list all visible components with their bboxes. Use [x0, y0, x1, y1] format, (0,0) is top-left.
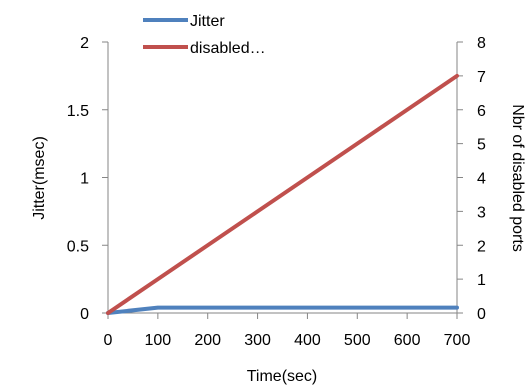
right-y-tick-label: 4: [477, 171, 486, 188]
data-series: [106, 73, 459, 315]
left-y-tick-label: 1.5: [67, 103, 89, 120]
right-y-tick-label: 7: [477, 69, 486, 86]
x-tick-label: 700: [444, 332, 471, 349]
x-tick-label: 300: [244, 332, 271, 349]
left-y-tick-label: 0.5: [67, 238, 89, 255]
x-tick-label: 0: [104, 332, 113, 349]
right-y-tick-label: 5: [477, 137, 486, 154]
x-tick-label: 600: [394, 332, 421, 349]
x-axis-title: Time(sec): [247, 368, 318, 385]
left-y-tick-label: 0: [80, 306, 89, 323]
axes: [107, 42, 458, 314]
legend-label-disabled-ports: disabled…: [190, 40, 266, 57]
left-y-tick-label: 1: [80, 171, 89, 188]
right-y-tick-label: 0: [477, 306, 486, 323]
right-y-axis-title: Nbr of disabled ports: [509, 104, 526, 252]
right-y-tick-label: 8: [477, 35, 486, 52]
series-line-disabled-ports: [106, 73, 459, 315]
left-y-tick-label: 2: [80, 35, 89, 52]
legend-label-jitter: Jitter: [190, 13, 225, 30]
x-tick-label: 500: [344, 332, 371, 349]
x-tick-label: 100: [145, 332, 172, 349]
legend: Jitter disabled…: [143, 13, 266, 57]
right-y-tick-label: 2: [477, 238, 486, 255]
right-y-tick-label: 3: [477, 204, 486, 221]
series-line-jitter: [106, 305, 459, 315]
x-tick-label: 200: [194, 332, 221, 349]
tick-marks: 0 100 200 300 400 500 600 700 0 0.5 1 1.5 2 0 1 2 3 4 5 6 7 8: [67, 35, 486, 349]
left-y-axis-title: Jitter(msec): [31, 136, 48, 220]
right-y-tick-label: 1: [477, 272, 486, 289]
x-tick-label: 400: [294, 332, 321, 349]
right-y-tick-label: 6: [477, 103, 486, 120]
